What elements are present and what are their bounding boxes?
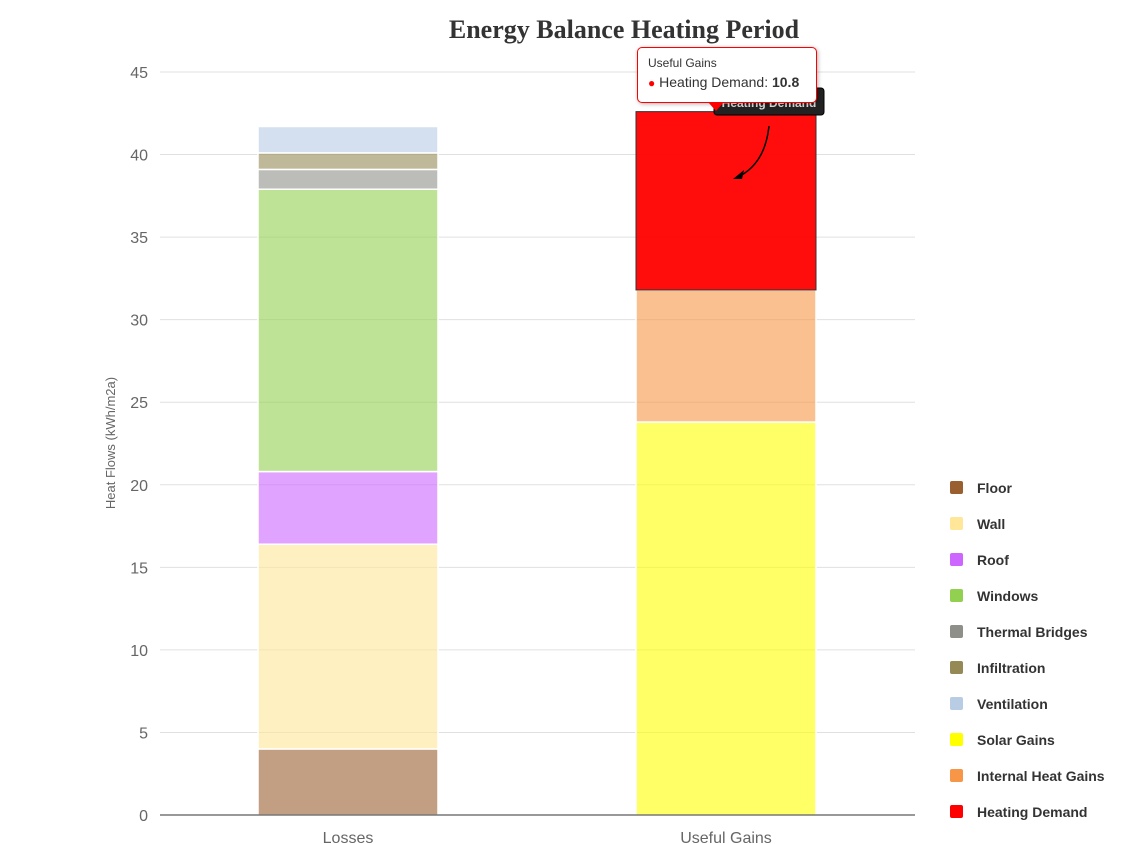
tooltip: Useful Gains ● Heating Demand: 10.8: [637, 47, 817, 111]
legend-item[interactable]: Roof: [977, 552, 1009, 568]
legend-swatch[interactable]: [950, 625, 963, 638]
legend-item[interactable]: Ventilation: [977, 696, 1048, 712]
legend-swatch[interactable]: [950, 769, 963, 782]
x-tick-label: Useful Gains: [680, 830, 772, 844]
arrow-head-icon: [733, 170, 744, 179]
bar-segment-solar-gains[interactable]: [635, 421, 817, 816]
bar-segment-infiltration[interactable]: [257, 152, 439, 171]
bar-segment-wall[interactable]: [257, 543, 439, 750]
legend-swatch[interactable]: [950, 697, 963, 710]
tooltip-series: Heating Demand:: [659, 74, 769, 90]
tooltip-value: 10.8: [771, 74, 800, 90]
bar-segment-internal-heat-gains[interactable]: [635, 289, 817, 423]
legend-item[interactable]: Windows: [977, 588, 1039, 604]
x-tick-label: Losses: [323, 830, 374, 844]
legend-swatch[interactable]: [950, 517, 963, 530]
legend-swatch[interactable]: [950, 805, 963, 818]
y-tick-label: 20: [130, 478, 148, 495]
tooltip-dot-icon: ●: [648, 76, 656, 90]
y-tick-label: 10: [130, 643, 148, 660]
legend-item[interactable]: Wall: [977, 516, 1005, 532]
chart-title: Energy Balance Heating Period: [449, 15, 800, 44]
legend-swatch[interactable]: [950, 661, 963, 674]
legend-item[interactable]: Solar Gains: [977, 732, 1055, 748]
legend-swatch[interactable]: [950, 733, 963, 746]
legend-item[interactable]: Floor: [977, 480, 1013, 496]
y-tick-label: 35: [130, 230, 148, 247]
y-tick-label: 25: [130, 395, 148, 412]
y-tick-label: 5: [139, 725, 148, 742]
legend-swatch[interactable]: [950, 589, 963, 602]
bar-segment-ventilation[interactable]: [257, 125, 439, 154]
y-tick-label: 45: [130, 65, 148, 82]
legend-item[interactable]: Infiltration: [977, 660, 1045, 676]
bar-segment-thermal-bridges[interactable]: [257, 168, 439, 190]
bar-segment-heating-demand[interactable]: [635, 111, 817, 291]
legend-swatch[interactable]: [950, 481, 963, 494]
bar-segment-roof[interactable]: [257, 470, 439, 545]
bar-segment-floor[interactable]: [257, 748, 439, 816]
tooltip-category: Useful Gains: [648, 56, 717, 70]
y-tick-label: 40: [130, 148, 148, 165]
legend-item[interactable]: Thermal Bridges: [977, 624, 1088, 640]
legend-swatch[interactable]: [950, 553, 963, 566]
bar-segment-windows[interactable]: [257, 188, 439, 473]
y-axis-label: Heat Flows (kWh/m2a): [103, 377, 118, 509]
legend-item[interactable]: Internal Heat Gains: [977, 768, 1105, 784]
y-tick-label: 15: [130, 560, 148, 577]
y-tick-label: 0: [139, 808, 148, 825]
y-tick-label: 30: [130, 313, 148, 330]
legend-item[interactable]: Heating Demand: [977, 804, 1087, 820]
